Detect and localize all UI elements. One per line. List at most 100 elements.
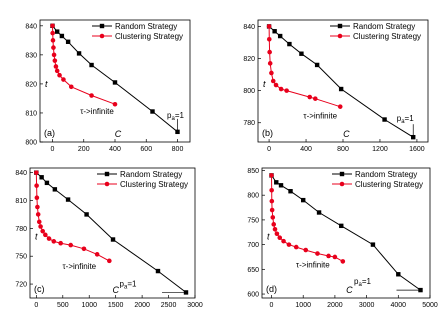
clustering-point — [277, 235, 283, 240]
random-series-line — [271, 175, 421, 291]
clustering-point — [267, 61, 273, 66]
random-point — [287, 41, 292, 47]
clustering-point — [50, 30, 55, 36]
clustering-point — [278, 86, 284, 92]
clustering-point — [312, 96, 318, 101]
y-tick-label: 750 — [247, 217, 259, 224]
x-tick-label: 4000 — [391, 302, 407, 309]
x-axis-label: C — [343, 129, 350, 139]
clustering-point — [81, 246, 87, 252]
clustering-point — [89, 93, 94, 98]
random-point — [288, 189, 293, 194]
clustering-point — [51, 239, 57, 244]
clustering-point — [326, 253, 331, 259]
x-tick-label: 800 — [172, 146, 184, 153]
y-axis-label: t — [267, 232, 270, 242]
y-tick-label: 810 — [15, 198, 27, 205]
random-point — [382, 117, 387, 122]
pa-value: =1 — [405, 114, 415, 123]
pa-annotation: pa=1 — [397, 114, 414, 125]
clustering-point — [281, 238, 286, 244]
pa-subscript: a — [124, 284, 128, 290]
panel-d: 0 1000 2000 3000 4000 5000 600 650 700 750 800 850 R… — [247, 167, 438, 309]
y-tick-label: 780 — [243, 120, 255, 127]
random-point — [339, 223, 344, 229]
pa-subscript: a — [358, 282, 362, 288]
random-series-line — [52, 25, 178, 133]
clustering-point — [34, 170, 39, 175]
clustering-point — [286, 242, 292, 247]
y-tick-label: 810 — [25, 110, 37, 117]
legend-marker — [104, 181, 110, 187]
y-axis-label: t — [45, 79, 48, 89]
x-tick-label: 500 — [57, 302, 69, 309]
legend-marker — [339, 181, 345, 187]
clustering-point — [46, 236, 52, 241]
clustering-point — [52, 58, 58, 63]
random-point — [277, 33, 283, 39]
x-tick-label: 2000 — [134, 302, 150, 309]
clustering-point — [51, 52, 57, 58]
clustering-point — [337, 104, 343, 109]
tau-annotation: τ->infinite — [80, 107, 114, 116]
x-tick-label: 200 — [78, 146, 90, 153]
legend-marker — [337, 33, 343, 39]
clustering-point — [36, 219, 42, 225]
clustering-series-line — [35, 172, 110, 262]
clustering-point — [266, 36, 272, 42]
panel-label: (b) — [262, 128, 273, 138]
legend-label: Clustering Strategy — [355, 180, 423, 189]
x-tick-label: 400 — [109, 146, 121, 153]
clustering-point — [58, 240, 63, 246]
panel-label: (a) — [44, 128, 55, 138]
random-point — [301, 197, 306, 203]
clustering-point — [340, 259, 346, 264]
random-point — [299, 51, 304, 56]
x-tick-label: 5000 — [422, 302, 438, 309]
clustering-point — [68, 84, 74, 90]
pa-subscript: a — [171, 116, 175, 122]
panel-c: 0 500 1000 1500 2000 2500 3000 720 750 780 810 840 R… — [15, 167, 203, 309]
random-point — [316, 210, 322, 215]
random-point — [370, 242, 376, 247]
x-tick-label: 0 — [270, 302, 274, 309]
y-tick-label: 830 — [25, 52, 37, 59]
random-point — [44, 180, 50, 186]
x-axis-label: C — [346, 285, 353, 295]
clustering-point — [284, 88, 289, 93]
y-tick-label: 780 — [15, 226, 27, 233]
x-tick-label: 0 — [267, 146, 271, 153]
clustering-point — [94, 252, 100, 257]
random-point — [112, 80, 118, 85]
clustering-point — [53, 64, 59, 69]
random-point — [59, 33, 65, 39]
clustering-point — [50, 38, 56, 43]
clustering-point — [34, 195, 40, 201]
random-point — [76, 51, 82, 56]
pa-value: =1 — [362, 277, 372, 286]
plot-frame — [261, 167, 431, 299]
random-point — [338, 86, 344, 92]
random-point — [155, 268, 161, 274]
legend-label: Clustering Strategy — [120, 180, 188, 189]
y-tick-label: 750 — [15, 254, 27, 261]
x-tick-label: 2500 — [161, 302, 177, 309]
legend-marker — [99, 23, 105, 29]
pa-symbol: p — [167, 111, 172, 120]
clustering-point — [51, 45, 56, 50]
clustering-point — [112, 101, 118, 107]
panel-label: (c) — [34, 284, 45, 294]
clustering-point — [269, 187, 274, 193]
clustering-point — [293, 244, 299, 250]
random-point — [278, 183, 284, 188]
x-tick-label: 1500 — [108, 302, 124, 309]
x-tick-label: 600 — [140, 146, 152, 153]
random-point — [314, 62, 320, 68]
y-tick-label: 600 — [247, 292, 259, 299]
clustering-point — [68, 242, 74, 248]
random-point — [110, 237, 116, 242]
pa-annotation: pa=1 — [167, 111, 184, 122]
random-point — [84, 212, 89, 217]
pa-symbol: p — [354, 277, 359, 286]
